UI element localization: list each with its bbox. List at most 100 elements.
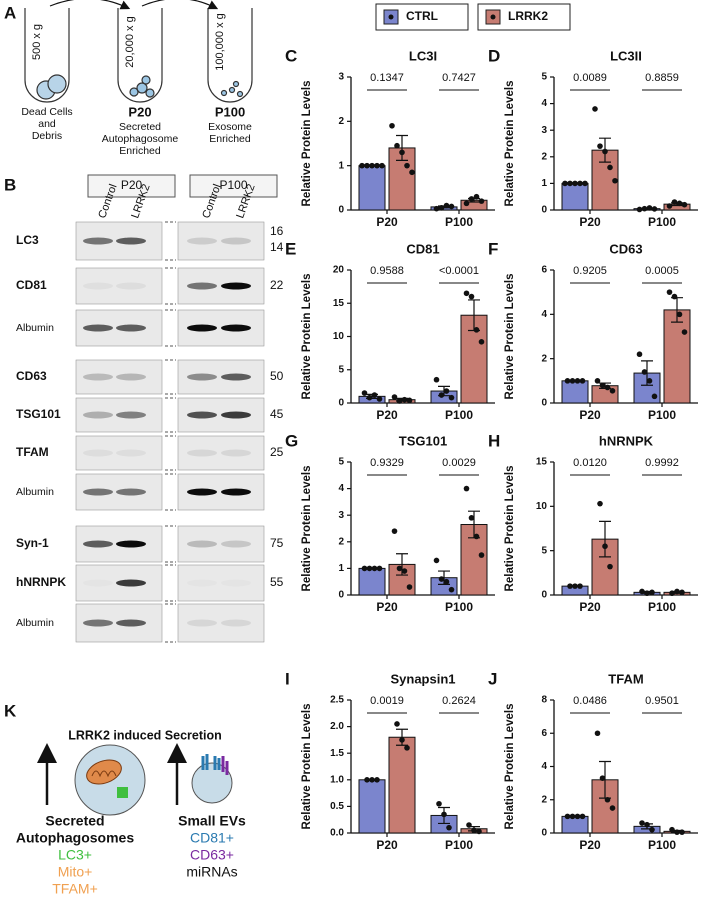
bar: [358, 779, 386, 834]
data-point: [592, 106, 598, 112]
data-point: [379, 162, 385, 169]
y-axis-label: Relative Protein Levels: [301, 704, 313, 830]
data-point: [577, 583, 583, 589]
data-point: [374, 777, 380, 783]
data-point: [389, 122, 395, 129]
data-point: [597, 143, 603, 149]
fraction-caption: Enriched: [209, 133, 251, 145]
data-point: [366, 565, 373, 572]
y-tick-label: 4: [541, 761, 547, 772]
data-point: [669, 590, 675, 597]
data-point: [468, 293, 475, 300]
data-point: [579, 813, 586, 820]
data-point: [471, 827, 477, 834]
p-value: 0.0486: [573, 695, 607, 707]
data-point: [569, 813, 576, 820]
data-point: [359, 162, 365, 169]
cd81-marker: [201, 754, 221, 770]
blot: [177, 435, 265, 471]
y-tick-label: 2: [338, 536, 344, 547]
data-point: [478, 198, 485, 204]
chart-title: CD81: [406, 241, 439, 256]
k-heading: Secreted: [45, 813, 104, 829]
x-tick-label: P20: [376, 600, 398, 614]
chart-title: LC3II: [610, 48, 642, 63]
data-point: [609, 805, 616, 811]
data-point: [371, 565, 378, 572]
pellet: [220, 89, 228, 97]
blot-label: Albumin: [16, 322, 54, 334]
panel-letter: D: [488, 46, 500, 65]
band: [83, 237, 113, 245]
y-tick-label: 2: [541, 151, 547, 162]
y-axis-label: Relative Protein Levels: [504, 704, 516, 830]
cd63-marker: [221, 756, 229, 775]
legend-label: LRRK2: [508, 9, 548, 23]
x-tick-label: P100: [445, 600, 473, 614]
speed-label: 100,000 x g: [214, 13, 226, 71]
data-point: [636, 206, 643, 213]
x-tick-label: P100: [445, 215, 473, 229]
data-point: [609, 388, 616, 394]
data-point: [409, 169, 415, 176]
band: [83, 619, 113, 627]
data-point: [361, 390, 368, 396]
y-tick-label: 4: [541, 309, 547, 320]
data-point: [641, 205, 648, 212]
y-tick-label: 2: [338, 116, 344, 127]
data-point: [446, 824, 452, 831]
data-point: [646, 205, 653, 211]
band: [116, 373, 146, 381]
y-tick-label: 20: [333, 265, 345, 276]
pellet: [228, 86, 236, 94]
data-point: [366, 394, 373, 401]
fraction-caption: Enriched: [119, 145, 161, 157]
blot: [177, 564, 265, 602]
data-point: [369, 777, 375, 783]
mw-label: 25: [270, 445, 284, 459]
band: [187, 411, 217, 419]
legend-dot: [490, 14, 496, 20]
band: [83, 580, 113, 587]
blot-label: LC3: [16, 233, 39, 247]
data-point: [649, 826, 655, 833]
y-tick-label: 1.0: [330, 774, 344, 785]
panel-letter: J: [488, 669, 497, 688]
y-tick-label: 6: [541, 728, 547, 739]
data-point: [473, 193, 480, 200]
x-tick-label: P100: [648, 215, 676, 229]
bar: [561, 815, 589, 834]
data-point: [599, 382, 606, 389]
data-point: [651, 206, 658, 212]
y-tick-label: 10: [536, 501, 548, 512]
band: [187, 488, 217, 496]
fraction-caption: Secreted: [119, 121, 161, 133]
pellet: [129, 87, 139, 97]
data-point: [641, 369, 648, 375]
band: [83, 324, 113, 332]
pellet: [47, 74, 67, 94]
y-axis-label: Relative Protein Levels: [504, 81, 516, 207]
chart-title: Synapsin1: [390, 671, 455, 686]
data-point: [644, 590, 650, 597]
data-point: [599, 775, 606, 781]
data-point: [441, 811, 447, 818]
data-point: [666, 289, 673, 295]
data-point: [564, 813, 571, 820]
p-value: 0.9588: [370, 265, 404, 277]
k-marker: CD81+: [190, 830, 234, 846]
p-value: 0.0089: [573, 72, 607, 84]
panel-letter: H: [488, 431, 500, 450]
y-tick-label: 1: [338, 160, 344, 171]
k-marker: miRNAs: [186, 864, 237, 880]
data-point: [473, 327, 480, 333]
data-point: [602, 543, 608, 550]
x-tick-label: P20: [579, 838, 601, 852]
data-point: [448, 394, 455, 401]
data-point: [394, 142, 400, 149]
pellet: [236, 90, 244, 98]
panel-letter: K: [4, 701, 17, 720]
tubes: [24, 8, 253, 103]
blot-label: hNRNPK: [16, 575, 66, 589]
mw-label: 75: [270, 536, 284, 550]
